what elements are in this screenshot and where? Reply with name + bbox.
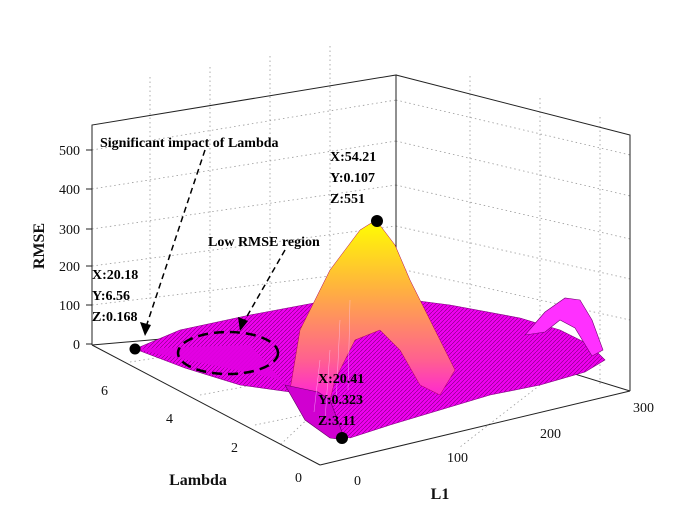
svg-text:X:54.21: X:54.21	[330, 150, 376, 165]
surface-peak	[289, 219, 456, 421]
point-2	[371, 215, 383, 227]
z-tick: 400	[59, 183, 80, 198]
surface-left-ridge	[135, 345, 310, 400]
surface-right-hump	[524, 297, 604, 357]
svg-text:Y:6.56: Y:6.56	[92, 289, 130, 304]
point-3	[336, 432, 348, 444]
annotation-arrows	[144, 149, 286, 331]
lambda-axis-ticks: 0 2 4 6	[101, 384, 302, 486]
l1-axis-ticks: 0 100 200 300	[354, 401, 654, 489]
surface	[134, 219, 606, 441]
lambda-tick: 2	[231, 441, 238, 456]
l1-axis-label: L1	[431, 486, 450, 503]
svg-text:Z:551: Z:551	[330, 192, 365, 207]
annotation-point-1: X:20.18 Y:6.56 Z:0.168	[92, 268, 138, 325]
low-rmse-ellipse	[176, 330, 280, 376]
point-1	[129, 343, 141, 355]
annotation-low-rmse: Low RMSE region	[208, 235, 320, 250]
annotation-lambda-impact: Significant impact of Lambda	[100, 136, 279, 151]
z-axis-ticks: 0 100 200 300 400 500	[59, 144, 92, 353]
svg-text:Z:3.11: Z:3.11	[318, 414, 356, 429]
svg-text:Z:0.168: Z:0.168	[92, 310, 138, 325]
data-points	[129, 215, 383, 444]
annotation-point-3: X:20.41 Y:0.323 Z:3.11	[318, 372, 364, 429]
z-tick: 300	[59, 223, 80, 238]
annotation-point-2: X:54.21 Y:0.107 Z:551	[330, 150, 376, 207]
l1-tick: 200	[540, 427, 561, 442]
z-axis-label: RMSE	[31, 223, 48, 269]
arrow-heads	[140, 317, 248, 336]
l1-tick: 300	[633, 401, 654, 416]
z-tick: 500	[59, 144, 80, 159]
l1-tick: 0	[354, 474, 361, 489]
z-tick: 100	[59, 299, 80, 314]
l1-tick: 100	[447, 451, 468, 466]
z-tick: 0	[73, 338, 80, 353]
lambda-tick: 0	[295, 471, 302, 486]
lambda-tick: 4	[166, 412, 173, 427]
lambda-axis-label: Lambda	[169, 472, 227, 489]
svg-text:X:20.41: X:20.41	[318, 372, 364, 387]
svg-text:Y:0.107: Y:0.107	[330, 171, 375, 186]
lambda-tick: 6	[101, 384, 108, 399]
svg-text:X:20.18: X:20.18	[92, 268, 138, 283]
svg-text:Y:0.323: Y:0.323	[318, 393, 363, 408]
z-tick: 200	[59, 260, 80, 275]
